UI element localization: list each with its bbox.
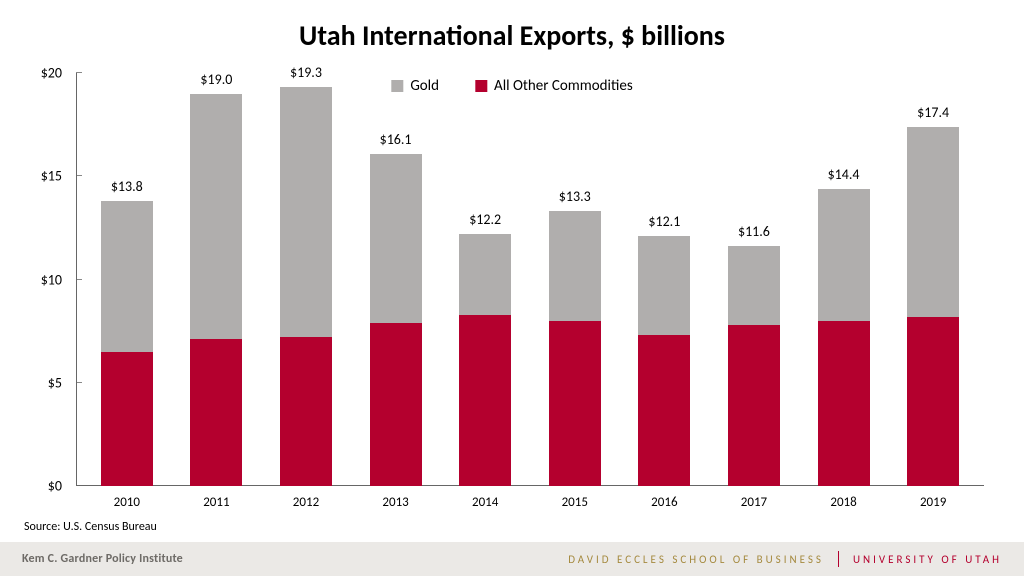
y-tick-label: $20	[41, 65, 62, 82]
bar-segment	[638, 236, 690, 335]
bar-column: $11.6	[719, 73, 789, 486]
bar-total-label: $11.6	[738, 223, 770, 240]
chart: GoldAll Other Commodities $0$5$10$15$20 …	[30, 73, 994, 514]
bar-stack	[907, 73, 959, 486]
bar-total-label: $13.8	[111, 178, 143, 195]
x-tick-label: 2012	[271, 490, 341, 514]
bar-column: $14.4	[809, 73, 879, 486]
bar-total-label: $14.4	[828, 166, 860, 183]
bar-stack	[280, 73, 332, 486]
x-tick-label: 2010	[92, 490, 162, 514]
bar-segment	[459, 234, 511, 315]
footer-divider	[838, 551, 839, 567]
bar-segment	[549, 211, 601, 320]
x-tick-label: 2018	[809, 490, 879, 514]
bar-total-label: $12.2	[469, 211, 501, 228]
y-tick-label: $10	[41, 271, 62, 288]
bar-column: $19.0	[181, 73, 251, 486]
bar-segment	[280, 87, 332, 337]
bar-total-label: $16.1	[380, 131, 412, 148]
bar-stack	[549, 73, 601, 486]
bar-column: $12.1	[629, 73, 699, 486]
bar-stack	[818, 73, 870, 486]
bar-segment	[818, 189, 870, 321]
chart-title: Utah International Exports, $ billions	[0, 18, 1024, 53]
x-tick-label: 2013	[361, 490, 431, 514]
bars-container: $13.8 $19.0 $19.3 $16.1 $12.2 $13.3 $12.1 $11.6…	[76, 73, 984, 486]
x-tick-label: 2011	[181, 490, 251, 514]
plot-area: $13.8 $19.0 $19.3 $16.1 $12.2 $13.3 $12.1 $11.6…	[76, 73, 984, 486]
bar-stack	[728, 73, 780, 486]
bar-column: $17.4	[898, 73, 968, 486]
footer-school: DAVID ECCLES SCHOOL OF BUSINESS	[568, 553, 824, 566]
bar-column: $19.3	[271, 73, 341, 486]
bar-total-label: $19.3	[290, 64, 322, 81]
bar-total-label: $13.3	[559, 188, 591, 205]
bar-column: $16.1	[361, 73, 431, 486]
bar-segment	[907, 317, 959, 486]
x-tick-label: 2016	[629, 490, 699, 514]
bar-column: $12.2	[450, 73, 520, 486]
bar-segment	[370, 154, 422, 323]
y-tick-label: $0	[48, 478, 62, 495]
bar-segment	[728, 246, 780, 324]
bar-segment	[101, 352, 153, 486]
footer-university: UNIVERSITY OF UTAH	[853, 553, 1002, 566]
bar-total-label: $12.1	[648, 213, 680, 230]
footer-right: DAVID ECCLES SCHOOL OF BUSINESS UNIVERSI…	[568, 551, 1002, 567]
bar-stack	[190, 73, 242, 486]
bar-segment	[190, 339, 242, 486]
bar-total-label: $19.0	[200, 71, 232, 88]
bar-segment	[818, 321, 870, 486]
bar-total-label: $17.4	[917, 104, 949, 121]
y-tick-label: $5	[48, 374, 62, 391]
bar-stack	[638, 73, 690, 486]
bar-stack	[459, 73, 511, 486]
bar-segment	[459, 315, 511, 486]
bar-segment	[549, 321, 601, 486]
bar-column: $13.8	[92, 73, 162, 486]
x-axis-labels: 2010 2011 2012 2013 2014 2015 2016 2017 2018 2019	[76, 490, 984, 514]
y-tick-label: $15	[41, 168, 62, 185]
bar-segment	[638, 335, 690, 486]
x-tick-label: 2019	[898, 490, 968, 514]
bar-segment	[280, 337, 332, 486]
bar-segment	[101, 201, 153, 352]
bar-stack	[101, 73, 153, 486]
x-tick-label: 2014	[450, 490, 520, 514]
bar-segment	[728, 325, 780, 486]
x-tick-label: 2017	[719, 490, 789, 514]
chart-area: GoldAll Other Commodities $0$5$10$15$20 …	[0, 53, 1024, 514]
x-tick-label: 2015	[540, 490, 610, 514]
bar-segment	[370, 323, 422, 486]
slide-root: Utah International Exports, $ billions G…	[0, 0, 1024, 576]
source-text: Source: U.S. Census Bureau	[0, 514, 1024, 542]
bar-segment	[190, 94, 242, 340]
bar-column: $13.3	[540, 73, 610, 486]
bar-segment	[907, 127, 959, 317]
footer-bar: Kem C. Gardner Policy Institute DAVID EC…	[0, 542, 1024, 576]
footer-institute: Kem C. Gardner Policy Institute	[22, 552, 183, 566]
